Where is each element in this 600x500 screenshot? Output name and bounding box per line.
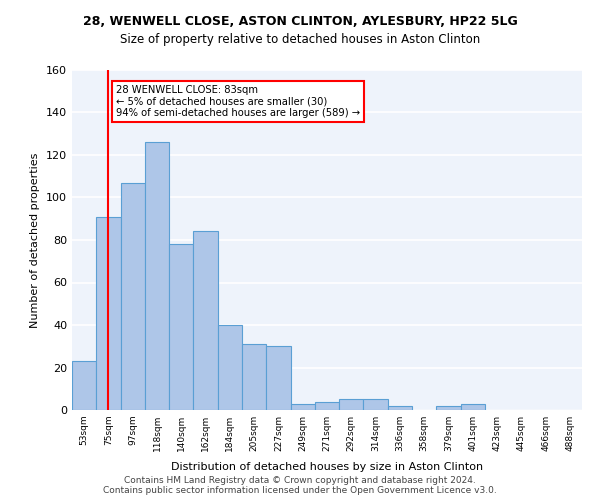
Text: Contains HM Land Registry data © Crown copyright and database right 2024.
Contai: Contains HM Land Registry data © Crown c… [103,476,497,495]
Bar [339,400,364,410]
Bar [315,402,339,410]
Bar [72,361,96,410]
Bar [193,232,218,410]
Bar [121,182,145,410]
Bar [364,400,388,410]
Bar [218,325,242,410]
Bar [436,406,461,410]
Text: 28, WENWELL CLOSE, ASTON CLINTON, AYLESBURY, HP22 5LG: 28, WENWELL CLOSE, ASTON CLINTON, AYLESB… [83,15,517,28]
Bar [145,142,169,410]
Text: Size of property relative to detached houses in Aston Clinton: Size of property relative to detached ho… [120,32,480,46]
Y-axis label: Number of detached properties: Number of detached properties [31,152,40,328]
Bar [388,406,412,410]
Bar [242,344,266,410]
Bar [290,404,315,410]
Bar [169,244,193,410]
Bar [461,404,485,410]
Bar [96,216,121,410]
Bar [266,346,290,410]
X-axis label: Distribution of detached houses by size in Aston Clinton: Distribution of detached houses by size … [171,462,483,472]
Text: 28 WENWELL CLOSE: 83sqm
← 5% of detached houses are smaller (30)
94% of semi-det: 28 WENWELL CLOSE: 83sqm ← 5% of detached… [116,85,360,118]
